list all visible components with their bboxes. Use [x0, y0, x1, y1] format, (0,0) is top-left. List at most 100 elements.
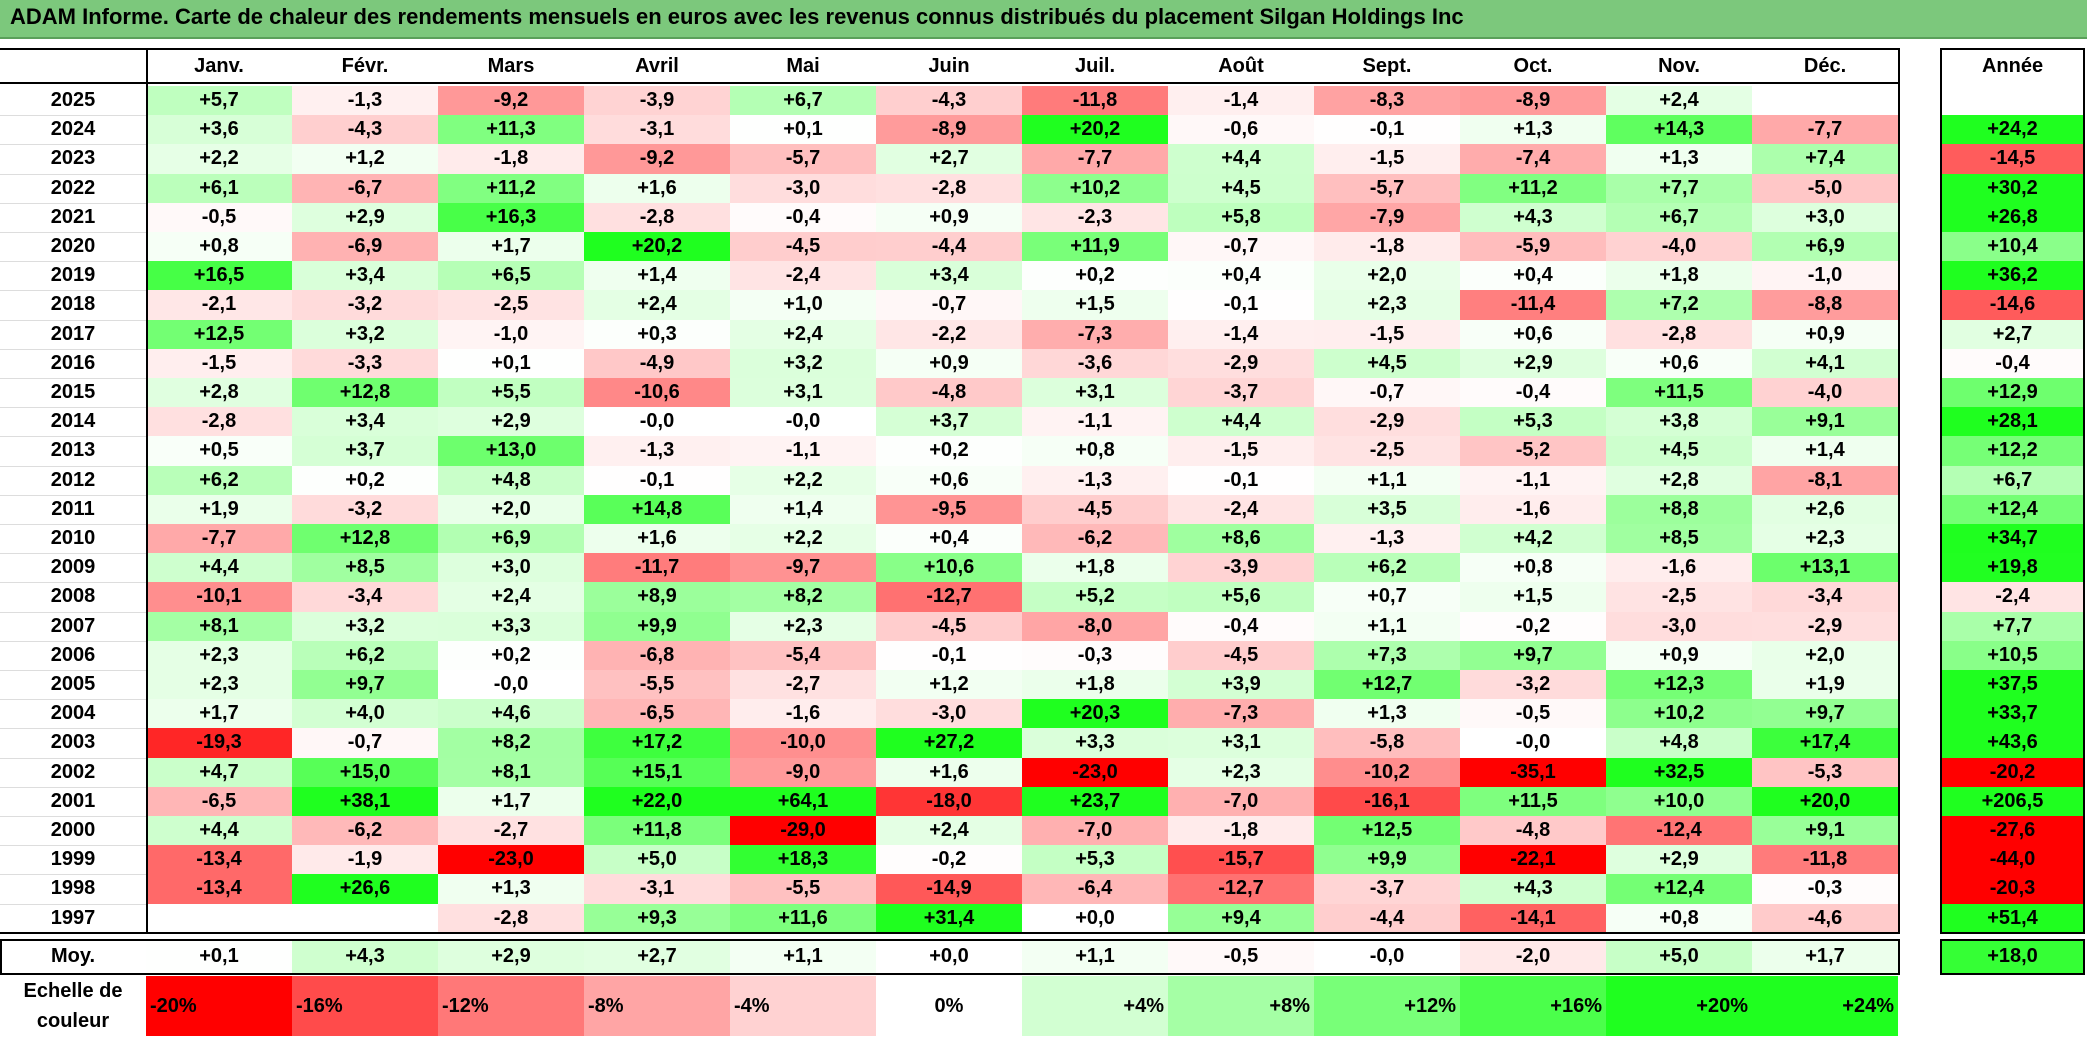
- heatmap-cell: -5,0: [1752, 173, 1898, 203]
- heatmap-cell: +8,1: [438, 757, 584, 787]
- heatmap-cell: +17,2: [584, 728, 730, 758]
- heatmap-cell: +4,2: [1460, 524, 1606, 554]
- heatmap-cell: -9,0: [730, 757, 876, 787]
- annual-cell: +30,2: [1940, 173, 2085, 203]
- heatmap-cell: -5,7: [1314, 173, 1460, 203]
- heatmap-cell: -2,8: [584, 202, 730, 232]
- heatmap-cell: -0,4: [730, 202, 876, 232]
- heatmap-cell: +2,2: [730, 465, 876, 495]
- heatmap-cell: +3,4: [292, 261, 438, 291]
- annual-cell: +12,4: [1940, 494, 2085, 524]
- heatmap-cell: -6,2: [1022, 524, 1168, 554]
- heatmap-cell: +12,5: [1314, 816, 1460, 846]
- annual-cell: +7,7: [1940, 611, 2085, 641]
- heatmap-cell: +7,3: [1314, 640, 1460, 670]
- heatmap-cell: +8,8: [1606, 494, 1752, 524]
- annual-cell: +26,8: [1940, 202, 2085, 232]
- heatmap-cell: +9,9: [584, 611, 730, 641]
- annual-cell: -20,3: [1940, 874, 2085, 904]
- heatmap-cell: -0,2: [1460, 611, 1606, 641]
- heatmap-cell: -13,4: [146, 874, 292, 904]
- row-year-label: 2023: [50, 147, 96, 170]
- heatmap-cell: -23,0: [438, 845, 584, 875]
- heatmap-cell: -0,0: [1460, 728, 1606, 758]
- row-year-label: 2006: [50, 643, 96, 666]
- annual-cell: +37,5: [1940, 670, 2085, 700]
- heatmap-cell: -1,8: [1314, 232, 1460, 262]
- heatmap-cell: +9,1: [1752, 407, 1898, 437]
- heatmap-cell: +26,6: [292, 874, 438, 904]
- color-scale-stop: -8%: [584, 976, 730, 1036]
- heatmap-cell: +4,6: [438, 699, 584, 729]
- heatmap-cell: -2,8: [876, 173, 1022, 203]
- color-scale-stop: 0%: [876, 976, 1022, 1036]
- heatmap-cell: -3,3: [292, 348, 438, 378]
- heatmap-cell: +9,4: [1168, 903, 1314, 933]
- heatmap-cell: -3,9: [1168, 553, 1314, 583]
- heatmap-cell: -10,1: [146, 582, 292, 612]
- heatmap-cell: +1,5: [1022, 290, 1168, 320]
- heatmap-cell: -2,4: [1168, 494, 1314, 524]
- heatmap-cell: +0,8: [1606, 903, 1752, 933]
- heatmap-cell: +64,1: [730, 786, 876, 816]
- annual-cell: +43,6: [1940, 728, 2085, 758]
- heatmap-cell: +2,8: [146, 378, 292, 408]
- heatmap-cell: -12,4: [1606, 816, 1752, 846]
- heatmap-cell: +17,4: [1752, 728, 1898, 758]
- heatmap-cell: -0,7: [292, 728, 438, 758]
- heatmap-cell: -5,4: [730, 640, 876, 670]
- heatmap-cell: -5,9: [1460, 232, 1606, 262]
- average-cell: -0,0: [1314, 938, 1460, 975]
- heatmap-cell: +18,3: [730, 845, 876, 875]
- heatmap-cell: +2,9: [1606, 845, 1752, 875]
- heatmap-cell: -19,3: [146, 728, 292, 758]
- heatmap-cell: -0,5: [146, 202, 292, 232]
- heatmap-cell: +14,8: [584, 494, 730, 524]
- heatmap-cell: +0,6: [1460, 319, 1606, 349]
- heatmap-cell: +1,9: [1752, 670, 1898, 700]
- row-year-label: 1999: [50, 848, 96, 871]
- heatmap-cell: +11,2: [1460, 173, 1606, 203]
- heatmap-cell: +1,9: [146, 494, 292, 524]
- heatmap-cell: +4,8: [1606, 728, 1752, 758]
- annual-cell: +10,4: [1940, 232, 2085, 262]
- heatmap-cell: -0,1: [1314, 115, 1460, 145]
- heatmap-cell: +20,0: [1752, 786, 1898, 816]
- heatmap-cell: +5,3: [1022, 845, 1168, 875]
- heatmap-cell: +4,4: [146, 553, 292, 583]
- column-header: Janv.: [194, 54, 244, 77]
- annual-cell: -2,4: [1940, 582, 2085, 612]
- column-header: Juin: [928, 54, 970, 77]
- heatmap-cell: -2,1: [146, 290, 292, 320]
- heatmap-cell: +2,3: [730, 611, 876, 641]
- heatmap-cell: +22,0: [584, 786, 730, 816]
- annual-cell: +24,2: [1940, 115, 2085, 145]
- heatmap-cell: +1,2: [292, 144, 438, 174]
- heatmap-cell: +1,3: [1606, 144, 1752, 174]
- row-year-label: 2014: [50, 410, 96, 433]
- heatmap-cell: -13,4: [146, 845, 292, 875]
- heatmap-cell: -8,3: [1314, 86, 1460, 116]
- heatmap-cell: -5,3: [1752, 757, 1898, 787]
- heatmap-cell: -0,7: [876, 290, 1022, 320]
- heatmap-cell: -0,6: [1168, 115, 1314, 145]
- heatmap-cell: +8,2: [730, 582, 876, 612]
- heatmap-cell: +1,4: [730, 494, 876, 524]
- heatmap-cell: -1,5: [146, 348, 292, 378]
- heatmap-cell: +2,2: [730, 524, 876, 554]
- heatmap-cell: +2,3: [146, 670, 292, 700]
- heatmap-cell: +4,1: [1752, 348, 1898, 378]
- heatmap-cell: +11,5: [1606, 378, 1752, 408]
- row-year-label: 2005: [50, 673, 96, 696]
- annual-cell: +33,7: [1940, 699, 2085, 729]
- heatmap-cell: +9,1: [1752, 816, 1898, 846]
- heatmap-cell: +2,9: [438, 407, 584, 437]
- heatmap-cell: -2,9: [1314, 407, 1460, 437]
- heatmap-cell: -8,9: [876, 115, 1022, 145]
- heatmap-cell: +4,0: [292, 699, 438, 729]
- heatmap-cell: -7,7: [146, 524, 292, 554]
- heatmap-cell: +32,5: [1606, 757, 1752, 787]
- heatmap-cell: +4,7: [146, 757, 292, 787]
- heatmap-cell: +0,7: [1314, 582, 1460, 612]
- heatmap-cell: -2,5: [1314, 436, 1460, 466]
